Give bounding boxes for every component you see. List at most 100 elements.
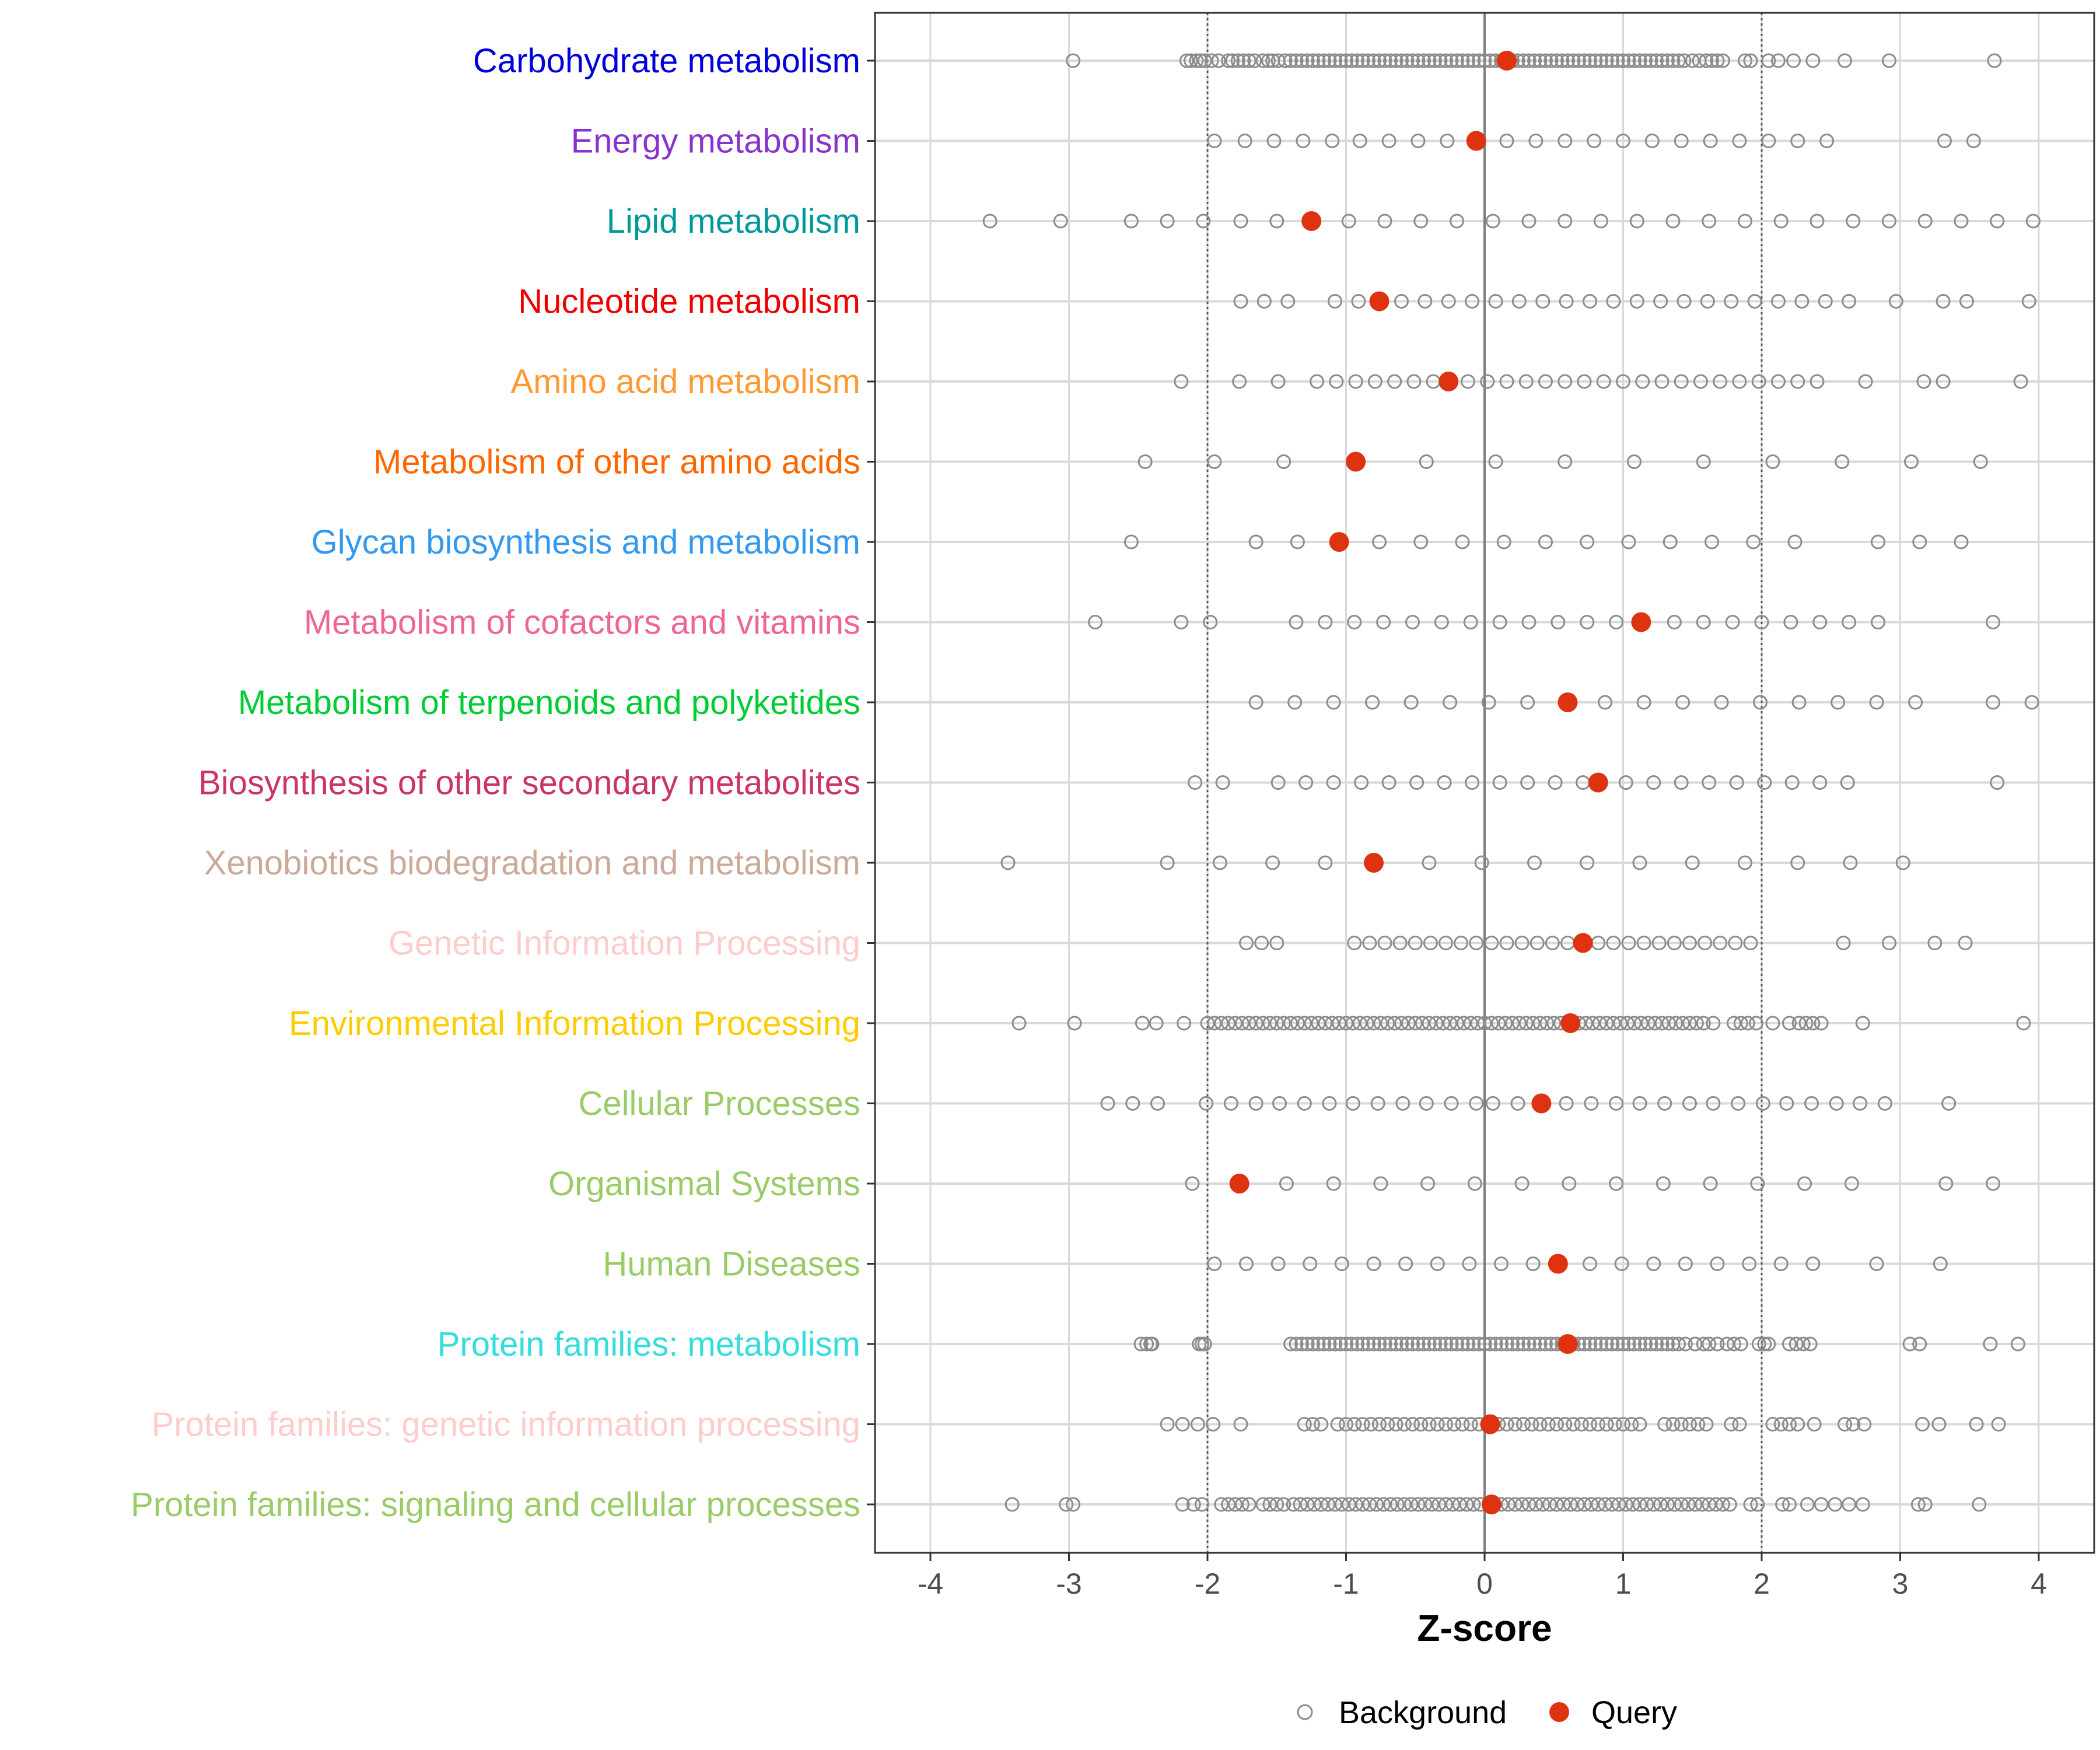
background-point (1958, 936, 1973, 950)
background-point (1363, 1417, 1378, 1432)
category-label: Cellular Processes (578, 1085, 860, 1123)
background-point (1133, 1336, 1149, 1352)
background-point (1416, 1336, 1431, 1352)
background-point (1355, 53, 1370, 68)
background-point (1215, 775, 1230, 790)
background-point (1290, 1016, 1305, 1031)
background-point (1422, 855, 1437, 870)
background-point (1917, 1497, 1933, 1512)
background-point (1317, 1336, 1331, 1352)
background-point (1616, 374, 1630, 389)
background-point (1367, 374, 1382, 389)
background-point (1355, 1336, 1370, 1352)
background-point (1387, 1016, 1402, 1031)
background-point (1394, 1016, 1409, 1031)
background-point (1366, 1256, 1381, 1271)
background-point (1348, 374, 1363, 389)
background-point (1609, 1176, 1624, 1191)
background-point (1270, 1256, 1286, 1271)
background-point (1678, 1256, 1693, 1271)
background-point (1256, 294, 1272, 309)
background-point (1207, 454, 1222, 469)
background-point (1404, 695, 1419, 710)
background-point (1372, 534, 1387, 550)
background-point (1616, 53, 1630, 68)
background-point (1530, 936, 1545, 950)
background-point (1334, 1497, 1349, 1512)
background-point (1819, 134, 1835, 148)
background-point (1373, 1016, 1388, 1031)
background-point (1398, 1256, 1413, 1271)
background-point (1605, 1336, 1619, 1352)
background-point (1787, 534, 1803, 550)
background-point (1520, 695, 1535, 710)
background-point (1444, 1096, 1459, 1111)
background-point (1791, 1016, 1807, 1031)
background-point (1591, 1417, 1606, 1432)
category-label: Protein families: genetic information pr… (152, 1406, 860, 1444)
query-point (1558, 1334, 1578, 1354)
query-point (1301, 211, 1322, 231)
background-point (1399, 53, 1415, 68)
background-point (1376, 1497, 1391, 1512)
background-point (1632, 1417, 1647, 1432)
background-point (1287, 695, 1303, 710)
query-point (1548, 1254, 1568, 1274)
x-tick-label: -3 (1056, 1567, 1082, 1600)
background-point (1395, 1096, 1410, 1111)
background-point (1535, 294, 1550, 309)
background-point (1237, 134, 1252, 148)
background-point (1332, 1016, 1347, 1031)
background-point (1413, 1417, 1429, 1432)
background-point (1500, 1497, 1516, 1512)
background-point (2016, 1016, 2031, 1031)
background-point (1566, 53, 1581, 68)
background-point (1765, 1016, 1780, 1031)
background-point (1773, 214, 1788, 229)
background-point (1743, 53, 1758, 68)
background-point (1627, 1336, 1642, 1352)
background-point (1644, 134, 1660, 148)
category-label: Protein families: metabolism (438, 1325, 860, 1363)
background-point (1528, 1497, 1544, 1512)
background-point (1207, 1016, 1222, 1031)
background-point (1566, 1417, 1581, 1432)
background-point (1583, 1256, 1597, 1271)
query-point (1481, 1494, 1502, 1514)
background-point (1790, 374, 1805, 389)
background-point (1743, 1497, 1758, 1512)
background-point (1317, 53, 1331, 68)
background-point (1280, 294, 1296, 309)
background-point (1558, 214, 1573, 229)
background-point (1598, 1497, 1613, 1512)
background-point (1387, 374, 1402, 389)
background-point (1788, 1336, 1804, 1352)
background-point (1646, 1497, 1661, 1512)
background-point (1499, 936, 1514, 950)
background-point (1613, 1016, 1628, 1031)
background-point (1477, 1016, 1492, 1031)
background-point (1443, 695, 1458, 710)
background-point (1660, 1497, 1675, 1512)
background-point (2024, 695, 2039, 710)
background-point (1424, 1497, 1440, 1512)
background-point (1293, 1497, 1308, 1512)
background-point (1938, 1176, 1954, 1191)
background-point (1545, 936, 1560, 950)
background-point (1195, 1497, 1209, 1512)
background-point (1521, 1336, 1536, 1352)
background-point (1657, 1417, 1672, 1432)
background-point (1272, 1096, 1287, 1111)
background-point (1639, 1497, 1654, 1512)
category-label: Genetic Information Processing (388, 925, 860, 963)
background-point (1674, 134, 1689, 148)
background-point (1796, 1336, 1811, 1352)
background-point (1266, 134, 1282, 148)
background-point (1629, 294, 1644, 309)
query-point (1631, 612, 1651, 632)
background-point (1842, 294, 1857, 309)
background-point (1477, 1336, 1492, 1352)
background-point (1059, 1497, 1074, 1512)
background-point (1527, 53, 1542, 68)
background-point (1616, 1336, 1630, 1352)
